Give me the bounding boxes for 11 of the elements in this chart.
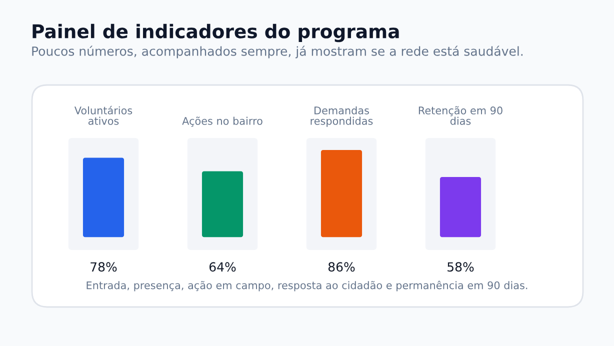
chart-subtitle: Poucos números, acompanhados sempre, já mostram se a rede está saudável. <box>32 46 523 58</box>
data-label: 58% <box>448 262 474 272</box>
x-tick-label: Demandas respondidas <box>310 106 373 127</box>
text: Entrada, presença, ação em campo, resposta ao cidadão e permanência em 90 dias. <box>86 280 528 292</box>
data-label: 78% <box>90 262 117 272</box>
chart-title: Painel de indicadores do programa <box>32 24 399 42</box>
x-tick-label: Retenção em 90 dias <box>418 106 502 125</box>
x-tick-label: Ações no bairro <box>182 116 262 127</box>
data-label: 86% <box>328 262 355 272</box>
x-tick-label: Voluntários ativos <box>74 106 132 125</box>
data-label: 64% <box>209 262 236 272</box>
